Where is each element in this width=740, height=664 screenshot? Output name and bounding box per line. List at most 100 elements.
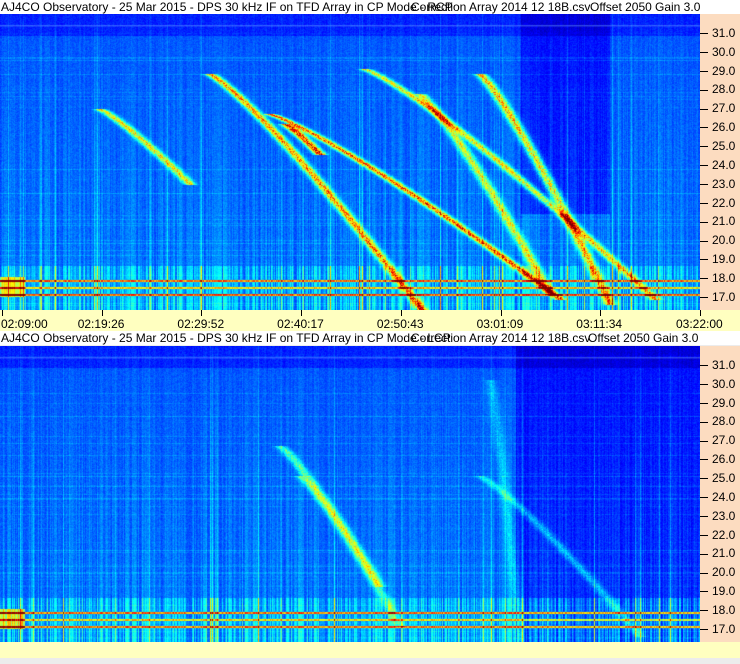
frequency-tick: 21.0 (700, 215, 735, 227)
tick-label: 18.0 (712, 602, 736, 617)
tick-label: 17.0 (712, 289, 736, 304)
frequency-tick: 25.0 (700, 140, 735, 152)
frequency-tick: 27.0 (700, 102, 735, 114)
frequency-tick: 23.0 (700, 178, 735, 190)
tick-mark (700, 516, 708, 517)
tick-mark (700, 629, 708, 631)
tick-mark (700, 459, 708, 461)
frequency-tick: 31.0 (700, 27, 735, 39)
frequency-tick: 17.0 (700, 623, 735, 635)
frequency-tick: 24.0 (700, 491, 735, 503)
tick-label: 18.0 (712, 270, 736, 285)
tick-mark (700, 240, 708, 242)
tick-label: 02:19:26 (77, 317, 125, 331)
tick-mark (700, 310, 701, 316)
tick-mark (700, 89, 708, 91)
tick-mark (700, 221, 708, 223)
frequency-tick: 30.0 (700, 378, 735, 390)
tick-mark (500, 310, 502, 316)
tick-label: 02:50:43 (376, 317, 424, 331)
tick-label: 21.0 (712, 546, 736, 561)
frequency-tick: 19.0 (700, 253, 735, 265)
tick-mark (700, 202, 708, 204)
tick-mark (700, 402, 708, 404)
frequency-tick: 29.0 (700, 397, 735, 409)
tick-mark (700, 591, 708, 593)
tick-label: 26.0 (712, 120, 736, 135)
tick-mark (700, 384, 708, 386)
tick-label: 19.0 (712, 584, 736, 599)
tick-label: 30.0 (712, 376, 736, 391)
tick-label: 26.0 (712, 452, 736, 467)
lcp-correction: Correction Array 2014 12 18B.csv (411, 331, 591, 345)
lcp-gain: Gain 3.0 (653, 331, 699, 345)
frequency-tick: 27.0 (700, 434, 735, 446)
tick-mark (101, 310, 103, 316)
tick-mark (700, 165, 708, 167)
frequency-tick: 25.0 (700, 472, 735, 484)
rcp-title: AJ4CO Observatory - 25 Mar 2015 - DPS 30… (1, 0, 453, 14)
tick-label: 22.0 (712, 527, 736, 542)
tick-mark (700, 440, 708, 442)
frequency-tick: 18.0 (700, 272, 735, 284)
tick-mark (700, 70, 708, 72)
lcp-offset: Offset 2050 (588, 331, 650, 345)
frequency-tick: 20.0 (700, 234, 735, 246)
tick-label: 03:11:34 (576, 317, 623, 331)
frequency-tick: 29.0 (700, 65, 735, 77)
tick-mark (700, 52, 708, 54)
rcp-frequency-axis: 31.0 30.0 29.0 28.0 27.0 26.0 25.0 24.0 23.0 22.0… (700, 14, 740, 310)
frequency-tick: 30.0 (700, 46, 735, 58)
tick-mark (700, 278, 708, 280)
tick-mark (700, 127, 708, 129)
tick-mark (700, 610, 708, 612)
frequency-tick: 24.0 (700, 159, 735, 171)
frequency-tick: 21.0 (700, 547, 735, 559)
tick-label: 23.0 (712, 508, 736, 523)
rcp-gain: Gain 3.0 (655, 0, 701, 14)
tick-label: 28.0 (712, 414, 736, 429)
tick-label: 21.0 (712, 214, 736, 229)
time-axis: 02:09:00 02:19:26 02:29:52 02:40:17 02:50:43… (0, 310, 740, 331)
tick-mark (700, 572, 708, 574)
lcp-title: AJ4CO Observatory - 25 Mar 2015 - DPS 30… (1, 331, 451, 345)
tick-label: 03:22:00 (676, 317, 723, 331)
frequency-tick: 31.0 (700, 359, 735, 371)
lcp-spectrogram (0, 346, 700, 642)
tick-mark (201, 310, 203, 316)
tick-label: 24.0 (712, 489, 736, 504)
frequency-tick: 28.0 (700, 83, 735, 95)
tick-mark (700, 421, 708, 423)
tick-mark (400, 310, 402, 316)
frequency-tick: 26.0 (700, 121, 735, 133)
lcp-title-bar: AJ4CO Observatory - 25 Mar 2015 - DPS 30… (0, 331, 740, 345)
tick-label: 27.0 (712, 433, 736, 448)
tick-label: 19.0 (712, 252, 736, 267)
tick-label: 02:09:00 (1, 317, 48, 331)
tick-label: 29.0 (712, 63, 736, 78)
tick-label: 02:40:17 (277, 317, 324, 331)
tick-mark (700, 365, 708, 367)
frequency-tick: 22.0 (700, 529, 735, 541)
tick-label: 20.0 (712, 565, 736, 580)
tick-mark (700, 534, 708, 536)
tick-mark (700, 33, 708, 35)
tick-label: 30.0 (712, 44, 736, 59)
tick-label: 29.0 (712, 395, 736, 410)
tick-label: 25.0 (712, 138, 736, 153)
bottom-strip (0, 642, 740, 658)
tick-mark (700, 108, 708, 110)
tick-label: 28.0 (712, 82, 736, 97)
frequency-tick: 17.0 (700, 291, 735, 303)
tick-mark (700, 184, 708, 185)
tick-label: 02:29:52 (177, 317, 225, 331)
lcp-frequency-axis: 31.0 30.0 29.0 28.0 27.0 26.0 25.0 24.0 23.0 22.0… (700, 346, 740, 642)
frequency-tick: 26.0 (700, 453, 735, 465)
frequency-tick: 22.0 (700, 197, 735, 209)
tick-label: 27.0 (712, 101, 736, 116)
tick-label: 24.0 (712, 157, 736, 172)
tick-label: 31.0 (712, 25, 736, 40)
rcp-title-bar: AJ4CO Observatory - 25 Mar 2015 - DPS 30… (0, 0, 740, 14)
tick-label: 23.0 (712, 176, 736, 191)
tick-mark (700, 478, 708, 480)
